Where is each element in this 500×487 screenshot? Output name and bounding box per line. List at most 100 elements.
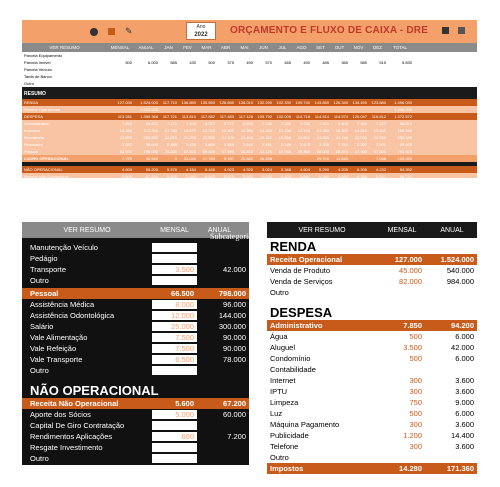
cell-month: 143.850 xyxy=(314,100,329,105)
row-label: Assistência Odontológica xyxy=(30,311,115,320)
cell-month: 20.321 xyxy=(259,135,272,140)
value-mensal[interactable]: 82.000 xyxy=(399,277,422,286)
cell-month: 68.865 xyxy=(297,149,310,154)
year-selector[interactable]: Ano 2022 xyxy=(186,22,216,40)
cell-anual[interactable]: 1.524.000 xyxy=(140,107,158,112)
cell-anual[interactable]: 92.640 xyxy=(145,156,158,161)
cell-mensal[interactable]: 66.500 xyxy=(119,149,132,154)
cell-anual[interactable]: 6.000 xyxy=(147,60,158,65)
cell-mensal[interactable]: 7.850 xyxy=(121,121,132,126)
row-label: Impostos xyxy=(24,128,41,133)
monitor-icon[interactable] xyxy=(442,27,449,34)
edit-icon[interactable]: ✎ xyxy=(125,26,133,36)
value-anual: 6.000 xyxy=(455,354,474,363)
header-col-1: MENSAL xyxy=(110,45,130,50)
value-mensal[interactable] xyxy=(152,254,197,263)
cell-month: 4.604 xyxy=(299,167,310,172)
value-mensal[interactable]: 3.500 xyxy=(152,265,197,274)
value-mensal[interactable]: 8.000 xyxy=(152,300,197,309)
value-mensal[interactable]: 500 xyxy=(409,409,422,418)
value-mensal[interactable] xyxy=(152,243,197,252)
cell-mensal[interactable]: 5.600 xyxy=(121,174,132,178)
cell-month: 13.958 xyxy=(316,128,329,133)
cell-mensal[interactable]: 7.720 xyxy=(121,156,132,161)
value-mensal[interactable] xyxy=(152,454,197,463)
cell-anual[interactable]: 259.600 xyxy=(143,135,158,140)
cell-mensal[interactable]: 21.600 xyxy=(119,135,132,140)
cell-month: 7.930 xyxy=(299,121,310,126)
value-mensal[interactable]: 12.000 xyxy=(152,311,197,320)
cell-anual[interactable]: 55.200 xyxy=(145,167,158,172)
panel-row: Assistência Odontológica 12.000 144.000 xyxy=(22,310,249,321)
value-mensal[interactable]: 45.000 xyxy=(399,266,422,275)
row-label: Manutenção Veículo xyxy=(30,243,98,252)
ver-resumo-button[interactable]: VER RESUMO xyxy=(63,226,111,234)
row-label: Vale Transporte xyxy=(30,355,83,364)
value-mensal[interactable] xyxy=(152,276,197,285)
cell-mensal[interactable]: 500 xyxy=(125,60,132,65)
value-mensal[interactable] xyxy=(152,366,197,375)
row-label: Receita Não Operacional xyxy=(24,174,69,178)
value-mensal[interactable]: 14.280 xyxy=(399,464,422,473)
value-mensal[interactable]: 500 xyxy=(409,332,422,341)
value-mensal[interactable]: 300 xyxy=(409,387,422,396)
value-mensal[interactable]: 3.500 xyxy=(403,343,422,352)
cell-month: 138.010 xyxy=(238,100,253,105)
cell-anual[interactable]: 1.359.368 xyxy=(140,114,158,119)
header-col-6: ABR xyxy=(220,45,231,50)
value-anual: 90.000 xyxy=(223,333,246,342)
panel-row: Internet 300 3.600 xyxy=(267,375,477,386)
value-mensal[interactable]: 300 xyxy=(409,376,422,385)
value-anual: 3.600 xyxy=(455,376,474,385)
value-anual: 67.200 xyxy=(223,399,246,408)
panel-row: Pessoal 66.500 798.000 xyxy=(22,288,249,299)
value-mensal[interactable]: 66.500 xyxy=(171,289,194,298)
value-mensal[interactable]: 7.500 xyxy=(152,344,197,353)
value-mensal[interactable]: 5.000 xyxy=(152,410,197,419)
sheet-row: Administrativo 7.850 94.200 7.470 7.100 8.575… xyxy=(22,120,477,127)
value-mensal[interactable]: 7.850 xyxy=(403,321,422,330)
value-mensal[interactable] xyxy=(152,421,197,430)
cell-mensal[interactable]: 3.052 xyxy=(121,142,132,147)
value-mensal[interactable]: 25.000 xyxy=(152,322,197,331)
value-mensal[interactable]: 500 xyxy=(409,354,422,363)
row-label: Telefone xyxy=(270,442,299,451)
cell-mensal[interactable]: 127.000 xyxy=(117,100,132,105)
value-mensal[interactable]: 7.500 xyxy=(152,333,197,342)
value-mensal[interactable]: 6.500 xyxy=(152,355,197,364)
value-mensal[interactable]: 600 xyxy=(152,432,197,441)
cell-mensal[interactable]: 4.600 xyxy=(121,167,132,172)
chart-icon[interactable] xyxy=(90,27,98,36)
value-mensal[interactable]: 750 xyxy=(409,398,422,407)
panel-row: Vale Refeição 7.500 90.000 xyxy=(22,343,249,354)
cell-mensal[interactable]: 14.280 xyxy=(119,128,132,133)
cell-anual[interactable]: 1.524.000 xyxy=(140,100,158,105)
cell-anual[interactable]: 171.360 xyxy=(143,128,158,133)
cell-anual[interactable]: 36.624 xyxy=(145,142,158,147)
value-mensal[interactable]: 300 xyxy=(409,442,422,451)
cell-anual[interactable]: 94.200 xyxy=(145,121,158,126)
header-col-5: MAR xyxy=(201,45,212,50)
value-mensal[interactable]: 1.200 xyxy=(403,431,422,440)
ver-resumo-button[interactable]: VER RESUMO xyxy=(298,226,346,234)
header-col-0[interactable]: VER RESUMO xyxy=(49,45,80,50)
value-mensal[interactable] xyxy=(152,443,197,452)
value-mensal[interactable]: 5.600 xyxy=(175,399,194,408)
cell-month: 585 xyxy=(170,60,177,65)
value-anual: 798.000 xyxy=(218,289,246,298)
cell-month: 5.420 xyxy=(337,174,348,178)
cell-mensal[interactable]: 113.281 xyxy=(117,114,132,119)
value-mensal[interactable]: 127.000 xyxy=(394,255,422,264)
sheet-header-row: VER RESUMO MENSAL ANUAL JAN FEV MAR ABR MAI JUN J… xyxy=(22,43,477,52)
sheet-row: Outro xyxy=(22,80,477,87)
sheet-row: Parcela Veículo xyxy=(22,66,477,73)
sheet-row: Parcela Equipamento xyxy=(22,52,477,59)
cell-anual[interactable]: 798.000 xyxy=(143,149,158,154)
value-anual: 14.400 xyxy=(451,431,474,440)
cell-anual[interactable]: 67.200 xyxy=(145,174,158,178)
value-mensal[interactable]: 300 xyxy=(409,420,422,429)
table-icon[interactable] xyxy=(108,28,115,35)
panel-row: Telefone 300 3.600 xyxy=(267,441,477,452)
header-col-13: NOV xyxy=(353,45,364,50)
settings-icon[interactable] xyxy=(458,27,465,34)
